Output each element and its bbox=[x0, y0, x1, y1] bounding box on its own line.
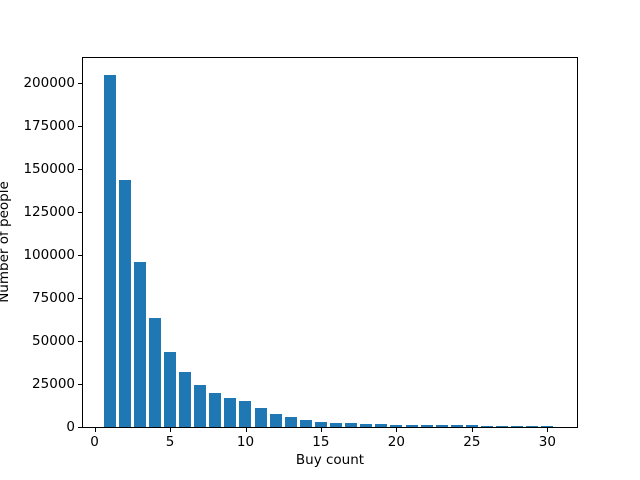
y-tick-mark bbox=[78, 126, 82, 128]
x-tick-mark bbox=[471, 428, 473, 432]
bar-x6 bbox=[179, 372, 192, 427]
bar-x29 bbox=[526, 425, 539, 427]
y-tick-mark bbox=[78, 169, 82, 171]
bar-x19 bbox=[375, 424, 388, 427]
y-tick-mark bbox=[78, 298, 82, 300]
bar-x3 bbox=[133, 262, 146, 427]
bar-x7 bbox=[194, 385, 207, 427]
bar-x12 bbox=[269, 413, 282, 427]
bar-x16 bbox=[330, 422, 343, 427]
y-tick-label: 125000 bbox=[23, 203, 75, 220]
x-tick-mark bbox=[170, 428, 171, 432]
bar-x14 bbox=[299, 420, 312, 427]
y-tick-label: 150000 bbox=[23, 160, 75, 177]
bar-x28 bbox=[511, 425, 524, 427]
y-tick-label: 200000 bbox=[23, 74, 75, 91]
bar-x9 bbox=[224, 398, 237, 427]
bar-x18 bbox=[360, 423, 373, 427]
bar-x11 bbox=[254, 408, 267, 427]
x-tick-label: 25 bbox=[463, 434, 481, 450]
x-tick-label: 0 bbox=[90, 434, 99, 450]
bar-x10 bbox=[239, 401, 252, 427]
x-tick-label: 10 bbox=[236, 434, 255, 450]
x-axis-label: Buy count bbox=[295, 452, 365, 468]
bar-x13 bbox=[284, 417, 297, 427]
bar-x24 bbox=[450, 425, 463, 427]
bar-x8 bbox=[209, 393, 222, 427]
x-tick-mark bbox=[94, 428, 96, 432]
x-tick-label: 5 bbox=[165, 434, 175, 450]
bar-x17 bbox=[345, 423, 358, 427]
plot-area bbox=[82, 57, 578, 428]
y-tick-label: 0 bbox=[66, 418, 75, 435]
x-tick-mark bbox=[320, 428, 322, 432]
y-tick-label: 175000 bbox=[23, 117, 75, 134]
y-tick-mark bbox=[78, 255, 82, 257]
x-tick-label: 15 bbox=[312, 434, 330, 450]
bar-x2 bbox=[118, 179, 131, 427]
bar-x15 bbox=[314, 421, 327, 427]
bar-x1 bbox=[103, 74, 116, 427]
bar-x22 bbox=[420, 424, 433, 427]
bar-x26 bbox=[481, 425, 494, 427]
x-tick-mark bbox=[396, 428, 398, 432]
x-tick-mark bbox=[245, 428, 247, 432]
y-axis-label: Number of people bbox=[0, 181, 12, 303]
y-tick-mark bbox=[78, 341, 82, 343]
x-tick-mark bbox=[547, 428, 549, 432]
x-tick-label: 20 bbox=[387, 434, 405, 450]
y-tick-mark bbox=[78, 83, 82, 85]
y-tick-label: 75000 bbox=[32, 289, 75, 306]
bar-x27 bbox=[496, 425, 509, 427]
bar-x25 bbox=[465, 425, 478, 427]
bar-x4 bbox=[148, 317, 161, 427]
bar-x23 bbox=[435, 425, 448, 427]
y-tick-mark bbox=[78, 384, 82, 385]
x-tick-label: 30 bbox=[538, 434, 556, 450]
y-tick-label: 25000 bbox=[32, 375, 75, 392]
y-tick-label: 100000 bbox=[23, 246, 75, 263]
y-tick-label: 50000 bbox=[32, 332, 75, 349]
bar-x30 bbox=[541, 425, 554, 427]
y-tick-mark bbox=[78, 427, 82, 428]
bar-x20 bbox=[390, 424, 403, 427]
y-tick-mark bbox=[78, 212, 82, 214]
bar-x5 bbox=[163, 352, 176, 427]
bar-x21 bbox=[405, 424, 418, 427]
